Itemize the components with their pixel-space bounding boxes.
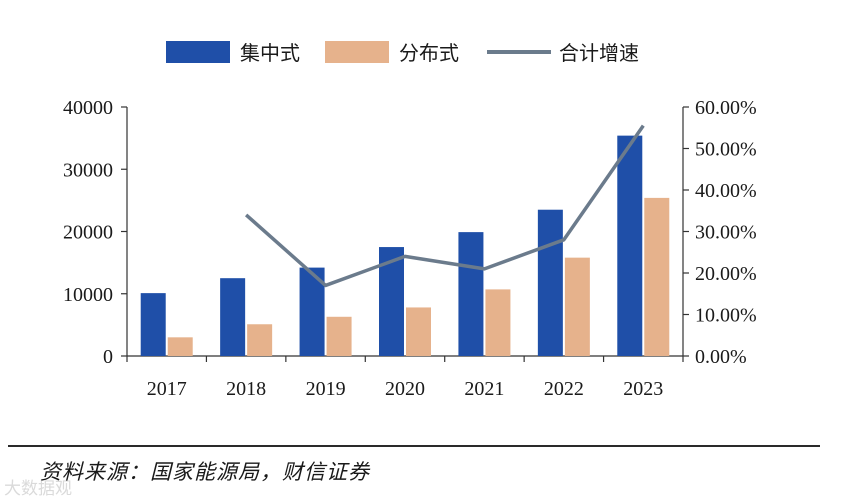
legend-label: 集中式	[240, 41, 300, 65]
legend-swatch-distributed	[325, 41, 389, 63]
x-tick-label: 2022	[544, 378, 584, 400]
x-tick-label: 2018	[226, 378, 266, 400]
tick-labels: 0 10000 20000 30000 40000 0.00% 10.00% 20.00% 30…	[63, 97, 757, 400]
y-left-tick-label: 0	[103, 346, 113, 368]
y-left-tick-label: 40000	[63, 97, 113, 119]
y-right-tick-label: 10.00%	[695, 305, 757, 327]
source-note: 资料来源：国家能源局，财信证券	[40, 460, 370, 484]
watermark: 大数据观	[4, 479, 72, 499]
axes	[121, 106, 689, 362]
bar-distributed	[644, 197, 670, 356]
y-left-tick-label: 20000	[63, 222, 113, 244]
bar-distributed	[485, 289, 511, 356]
y-right-tick-label: 20.00%	[695, 263, 757, 285]
legend-swatch-centralized	[166, 41, 230, 63]
y-right-tick-label: 60.00%	[695, 97, 757, 119]
bars	[140, 135, 670, 356]
growth-line-path	[244, 124, 645, 288]
y-right-tick-label: 0.00%	[695, 346, 747, 368]
y-right-tick-label: 40.00%	[695, 180, 757, 202]
chart: 集中式 分布式 合计增速 0 10000 20000 30000 40000 0.00% 10.…	[63, 41, 757, 400]
y-left-tick-label: 10000	[63, 284, 113, 306]
x-tick-label: 2021	[464, 378, 504, 400]
bar-distributed	[247, 324, 273, 356]
bar-centralized	[458, 232, 484, 356]
x-tick-label: 2023	[623, 378, 663, 400]
legend-label: 合计增速	[559, 41, 639, 65]
bar-distributed	[326, 316, 352, 356]
bar-centralized	[537, 209, 563, 356]
legend-label: 分布式	[399, 41, 459, 65]
x-tick-label: 2017	[147, 378, 187, 400]
bar-centralized	[617, 135, 643, 356]
y-left-tick-label: 30000	[63, 159, 113, 181]
y-right-tick-label: 50.00%	[695, 139, 757, 161]
legend: 集中式 分布式 合计增速	[166, 41, 639, 65]
x-tick-label: 2019	[306, 378, 346, 400]
bar-distributed	[564, 257, 590, 356]
divider	[8, 445, 820, 447]
growth-line	[244, 124, 645, 288]
bar-distributed	[406, 307, 431, 356]
bar-distributed	[167, 337, 193, 356]
y-right-tick-label: 30.00%	[695, 222, 757, 244]
bar-centralized	[220, 278, 246, 356]
bar-centralized	[140, 293, 166, 356]
x-tick-label: 2020	[385, 378, 425, 400]
